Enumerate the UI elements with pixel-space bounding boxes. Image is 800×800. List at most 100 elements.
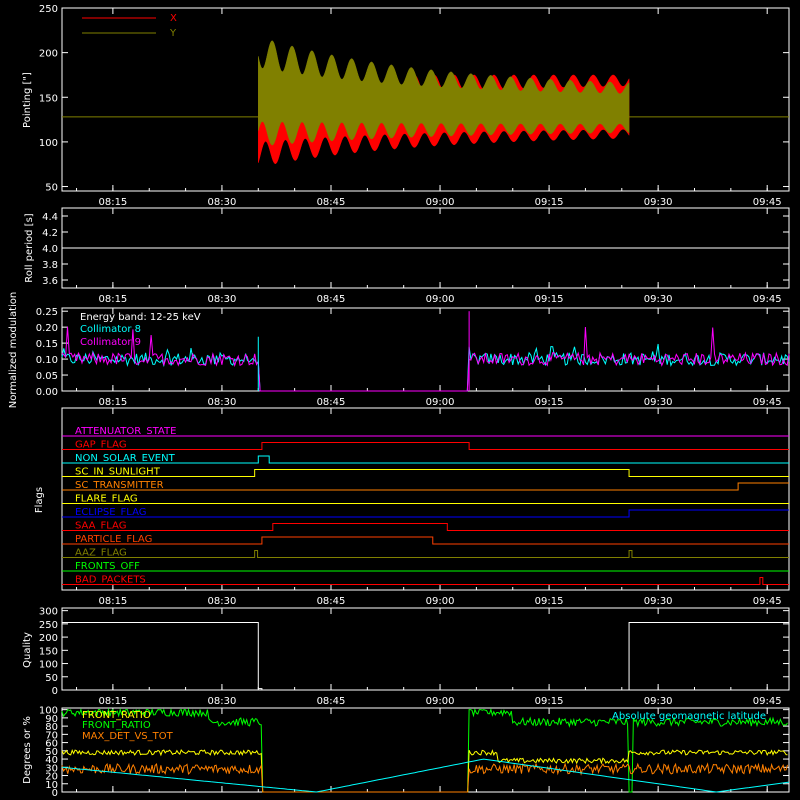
- degrees-y-axis-label: Degrees or %: [22, 716, 33, 784]
- x-tick-label: 09:30: [644, 197, 673, 208]
- x-tick-label: 09:45: [753, 596, 782, 607]
- flag-line: [62, 482, 789, 491]
- x-tick-label: 08:15: [98, 696, 127, 707]
- y-tick-label: 10: [45, 780, 58, 791]
- y-tick-label: 150: [39, 93, 58, 104]
- x-tick-label: 09:30: [644, 596, 673, 607]
- flag-label: FRONTS_OFF: [75, 561, 140, 572]
- modulation-legend: Energy band: 12-25 keV Collimator 8 Coll…: [80, 312, 201, 348]
- quality-panel: Quality 08:15 08:30 08:45 09:00 09:15 09:30 09…: [22, 607, 790, 707]
- modulation-y-axis-label: Normalized modulation: [8, 292, 19, 409]
- x-tick-label: 08:15: [98, 397, 127, 408]
- y-tick-label: 100: [39, 706, 58, 717]
- roll-y-axis-label: Roll period [s]: [24, 213, 35, 282]
- flag-label: FLARE_FLAG: [75, 494, 138, 505]
- modulation-series: [61, 311, 790, 392]
- flag-line: [62, 509, 789, 518]
- y-tick-label: 20: [45, 772, 58, 783]
- x-tick-label: 08:30: [208, 294, 237, 305]
- y-tick-label: 250: [39, 4, 58, 15]
- x-tick-label: 09:30: [644, 397, 673, 408]
- y-tick-label: 3.6: [42, 276, 58, 287]
- x-tick-label: 08:30: [208, 197, 237, 208]
- x-tick-label: 09:15: [535, 397, 564, 408]
- x-tick-label: 08:15: [98, 197, 127, 208]
- x-tick-label: 09:15: [535, 294, 564, 305]
- y-tick-label: 90: [45, 714, 58, 725]
- x-tick-label: 09:45: [753, 397, 782, 408]
- flag-label: AAZ_FLAG: [75, 548, 127, 559]
- flags-panel: Flags 08:15 08:30 08:45 09:00 09:15 09:30 09:4…: [34, 407, 790, 607]
- x-tick-label: 08:45: [317, 397, 346, 408]
- modulation-panel: Normalized modulation 08:15 08:30 08:45 09:…: [8, 292, 790, 409]
- x-tick-label: 09:15: [535, 596, 564, 607]
- y-tick-label: 0.00: [36, 387, 58, 398]
- y-tick-label: 40: [45, 755, 58, 766]
- y-tick-label: 80: [45, 722, 58, 733]
- legend-geomagnetic-latitude: Absolute geomagnetic latitude: [612, 711, 766, 722]
- flag-label: NON_SOLAR_EVENT: [75, 453, 176, 464]
- y-tick-label: 100: [39, 660, 58, 671]
- pointing-y-axis-label: Pointing ["]: [22, 72, 33, 128]
- y-tick-label: 50: [45, 747, 58, 758]
- y-tick-label: 200: [39, 633, 58, 644]
- pointing-legend: X Y: [82, 13, 177, 39]
- flag-line: [62, 455, 789, 464]
- y-tick-label: 0: [52, 788, 58, 799]
- y-tick-label: 4.2: [42, 228, 58, 239]
- flag-label: BAD_PACKETS: [75, 575, 146, 586]
- x-tick-label: 08:15: [98, 294, 127, 305]
- y-tick-label: 150: [39, 646, 58, 657]
- flag-line: [62, 536, 789, 545]
- y-tick-label: 0.10: [36, 355, 58, 366]
- flag-line: [62, 442, 789, 450]
- x-tick-label: 08:30: [208, 397, 237, 408]
- y-tick-label: 0.05: [36, 371, 58, 382]
- flag-label: ECLIPSE_FLAG: [75, 507, 146, 518]
- legend-front-ratio-green: FRONT_RATIO: [82, 720, 151, 731]
- pointing-plot-frame: [61, 7, 790, 192]
- y-tick-label: 50: [45, 673, 58, 684]
- geomagnetic-latitude-line: [61, 758, 790, 793]
- roll-axis-ticks: 08:15 08:30 08:45 09:00 09:15 09:30 09:45 3.6 3.…: [42, 208, 789, 305]
- x-tick-label: 09:15: [535, 696, 564, 707]
- quality-axis-ticks: 08:15 08:30 08:45 09:00 09:15 09:30 09:45 0 50 10…: [39, 607, 789, 707]
- legend-y-label: Y: [169, 28, 177, 39]
- x-tick-label: 08:30: [208, 696, 237, 707]
- y-tick-label: 0.20: [36, 323, 58, 334]
- y-tick-label: 60: [45, 739, 58, 750]
- pointing-panel: Pointing ["] 08:15 08:30 08:45 09:00 09:15 09…: [22, 4, 790, 208]
- legend-front-ratio-yellow: FRONT_RATIO: [82, 710, 151, 721]
- legend-collimator-8: Collimator 8: [80, 324, 141, 335]
- y-tick-label: 0.15: [36, 339, 58, 350]
- x-tick-label: 09:00: [426, 197, 455, 208]
- max-det-vs-tot-line: [61, 762, 788, 793]
- y-tick-label: 4.4: [42, 212, 58, 223]
- x-tick-label: 09:45: [753, 197, 782, 208]
- y-tick-label: 100: [39, 138, 58, 149]
- x-tick-label: 09:00: [426, 596, 455, 607]
- modulation-line-collimator-9: [61, 326, 790, 392]
- x-tick-label: 09:45: [753, 294, 782, 305]
- flag-line: [62, 469, 789, 477]
- flag-line: [62, 550, 789, 558]
- x-tick-label: 08:45: [317, 696, 346, 707]
- y-tick-label: 250: [39, 620, 58, 631]
- flag-line: [62, 523, 789, 531]
- flags-y-axis-label: Flags: [34, 487, 45, 513]
- y-tick-label: 0: [52, 686, 58, 697]
- flag-label: SC_TRANSMITTER: [75, 480, 164, 491]
- x-tick-label: 09:00: [426, 294, 455, 305]
- x-tick-label: 09:15: [535, 197, 564, 208]
- y-tick-label: 30: [45, 763, 58, 774]
- flag-line: [62, 577, 789, 585]
- flags-plot-frame: [61, 407, 790, 591]
- y-tick-label: 300: [39, 607, 58, 618]
- x-tick-label: 09:45: [753, 696, 782, 707]
- flags-axis-ticks: 08:15 08:30 08:45 09:00 09:15 09:30 09:45: [76, 408, 782, 607]
- quality-line: [62, 622, 789, 691]
- degrees-series: [61, 707, 790, 793]
- x-tick-label: 08:45: [317, 294, 346, 305]
